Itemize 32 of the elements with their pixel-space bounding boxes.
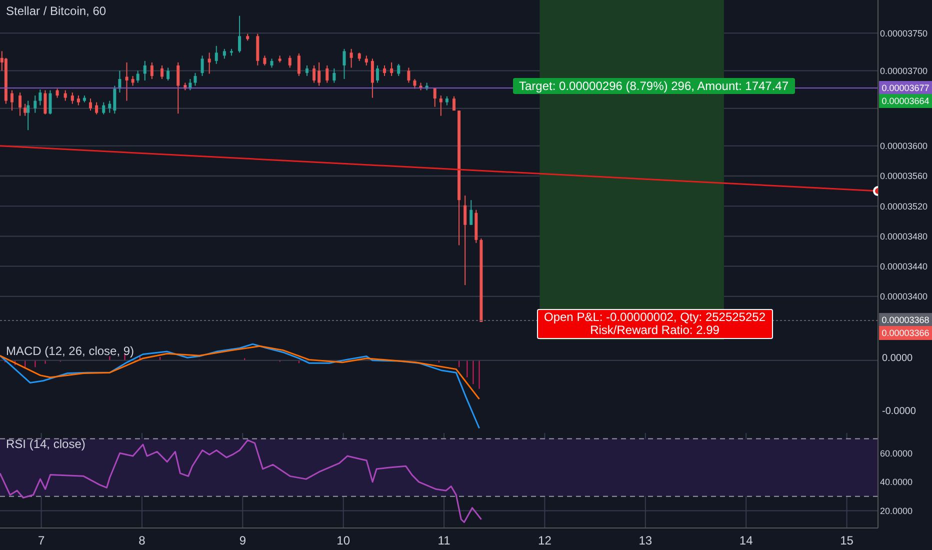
y-tick-label: 0.00003400 xyxy=(880,292,928,302)
y-tick-label: 0.00003600 xyxy=(880,141,928,152)
y-tick-label: 20.0000 xyxy=(880,506,913,516)
x-tick-label: 8 xyxy=(138,534,146,548)
x-tick-label: 13 xyxy=(638,534,652,548)
x-tick-label: 14 xyxy=(739,534,754,548)
y-tick-label: 60.0000 xyxy=(880,448,913,458)
x-tick-label: 11 xyxy=(438,534,451,548)
ref-line-label: 0.00003368 xyxy=(879,313,932,328)
y-tick-label: 0.00003750 xyxy=(880,28,928,38)
chart-title: MACD (12, 26, close, 9) xyxy=(6,344,134,358)
annotation: Open P&L: -0.00000002, Qty: 252525252 xyxy=(544,310,766,324)
x-tick-label: 15 xyxy=(840,534,854,548)
y-tick-label: 0.00003560 xyxy=(880,171,928,182)
y-tick-label: 40.0000 xyxy=(880,477,913,488)
x-tick-label: 10 xyxy=(336,534,350,548)
y-tick-label: 0.00003700 xyxy=(880,66,928,76)
annotation: Risk/Reward Ratio: 2.99 xyxy=(589,323,720,337)
ref-line-label: 0.00003677 xyxy=(879,81,932,95)
y-tick-label: 0.00003520 xyxy=(880,201,928,212)
text: 0.00003366 xyxy=(879,326,932,340)
x-tick-label: 9 xyxy=(239,534,246,548)
text: -0.0000 xyxy=(882,406,916,417)
y-tick-label: 0.00003440 xyxy=(880,261,928,272)
chart-title: Stellar / Bitcoin, 60 xyxy=(6,4,106,18)
annotation: Target: 0.00000296 (8.79%) 296, Amount: 1747.47 xyxy=(513,78,795,94)
text: 0.0000 xyxy=(882,353,913,364)
chart-title: RSI (14, close) xyxy=(6,437,86,451)
x-tick-label: 7 xyxy=(38,534,45,548)
y-tick-label: 0.00003480 xyxy=(880,231,928,242)
text: 0.00003664 xyxy=(879,94,932,108)
x-tick-label: 12 xyxy=(538,534,552,548)
